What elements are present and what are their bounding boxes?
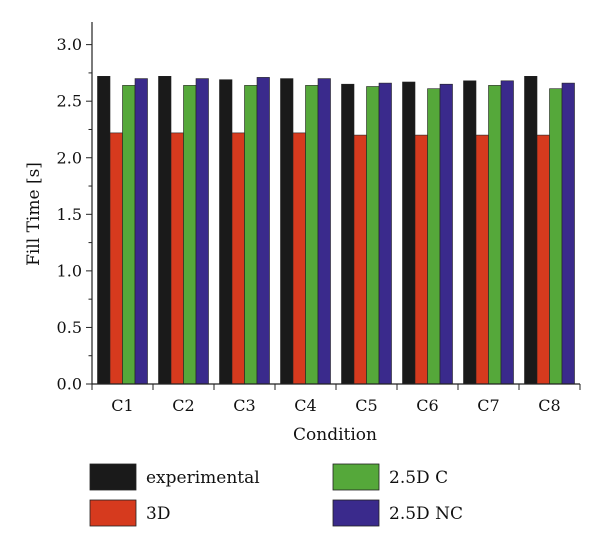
bar-c1-series-3 bbox=[134, 78, 148, 385]
x-tick-label-c5: C5 bbox=[355, 396, 377, 415]
y-tick-label: 0.5 bbox=[57, 318, 82, 337]
bar-c8-series-3 bbox=[561, 82, 575, 385]
bar-c2-series-0 bbox=[158, 76, 172, 385]
legend-label-0: experimental bbox=[146, 468, 260, 488]
bar-c8-series-0 bbox=[524, 76, 538, 385]
bar-c1-series-0 bbox=[97, 76, 111, 385]
y-axis: 0.0 0.5 1.0 1.5 2.0 2.5 3.0 bbox=[57, 22, 93, 394]
bar-c6-series-3 bbox=[439, 83, 453, 385]
bar-c5-series-1 bbox=[353, 134, 367, 385]
bar-c6-series-1 bbox=[414, 134, 428, 385]
y-tick-label: 2.0 bbox=[57, 148, 82, 167]
bar-c7-series-3 bbox=[500, 80, 514, 385]
y-tick-label: 2.5 bbox=[57, 92, 82, 111]
legend-label-1: 3D bbox=[146, 504, 170, 524]
legend-swatch-0 bbox=[89, 463, 137, 491]
bar-c3-series-0 bbox=[219, 79, 233, 385]
bar-c7-series-2 bbox=[488, 85, 502, 385]
legend-swatch-1 bbox=[89, 499, 137, 527]
bar-c4-series-2 bbox=[305, 85, 319, 385]
legend: experimental 3D 2.5D C 2.5D NC bbox=[89, 463, 463, 527]
x-tick-label-c8: C8 bbox=[538, 396, 560, 415]
x-tick-label-c6: C6 bbox=[416, 396, 438, 415]
x-tick-label-c3: C3 bbox=[233, 396, 255, 415]
bar-c6-series-0 bbox=[402, 81, 416, 385]
y-tick-label: 0.0 bbox=[57, 375, 82, 394]
y-axis-label: Fill Time [s] bbox=[24, 162, 44, 266]
bar-c4-series-0 bbox=[280, 78, 294, 385]
bar-c8-series-1 bbox=[536, 134, 550, 385]
bar-c5-series-3 bbox=[378, 82, 392, 385]
x-tick-label-c1: C1 bbox=[111, 396, 133, 415]
bar-c4-series-3 bbox=[317, 78, 331, 385]
x-axis-label: Condition bbox=[293, 425, 377, 445]
legend-label-3: 2.5D NC bbox=[389, 504, 463, 524]
bar-c5-series-2 bbox=[366, 86, 380, 385]
bar-c8-series-2 bbox=[549, 88, 563, 385]
bar-c3-series-3 bbox=[256, 77, 270, 385]
y-tick-label: 1.5 bbox=[57, 205, 82, 224]
legend-swatch-2 bbox=[332, 463, 380, 491]
bar-c1-series-1 bbox=[109, 132, 123, 385]
bar-c3-series-1 bbox=[231, 132, 245, 385]
bar-c6-series-2 bbox=[427, 88, 441, 385]
x-tick-label-c7: C7 bbox=[477, 396, 499, 415]
bar-c5-series-0 bbox=[341, 83, 355, 385]
legend-swatch-3 bbox=[332, 499, 380, 527]
y-tick-label: 3.0 bbox=[57, 35, 82, 54]
bar-c2-series-3 bbox=[195, 78, 209, 385]
x-axis: C1 C2 C3 C4 C5 C6 C7 C8 bbox=[91, 383, 581, 415]
bar-c1-series-2 bbox=[122, 85, 136, 385]
bar-c3-series-2 bbox=[244, 85, 258, 385]
bar-c2-series-1 bbox=[170, 132, 184, 385]
bar-c7-series-1 bbox=[475, 134, 489, 385]
y-tick-label: 1.0 bbox=[57, 261, 82, 280]
bar-c7-series-0 bbox=[463, 80, 477, 385]
bar-c4-series-1 bbox=[292, 132, 306, 385]
bar-c2-series-2 bbox=[183, 85, 197, 385]
x-tick-label-c2: C2 bbox=[172, 396, 194, 415]
legend-label-2: 2.5D C bbox=[389, 468, 448, 488]
plot-area bbox=[97, 76, 575, 385]
x-tick-label-c4: C4 bbox=[294, 396, 316, 415]
